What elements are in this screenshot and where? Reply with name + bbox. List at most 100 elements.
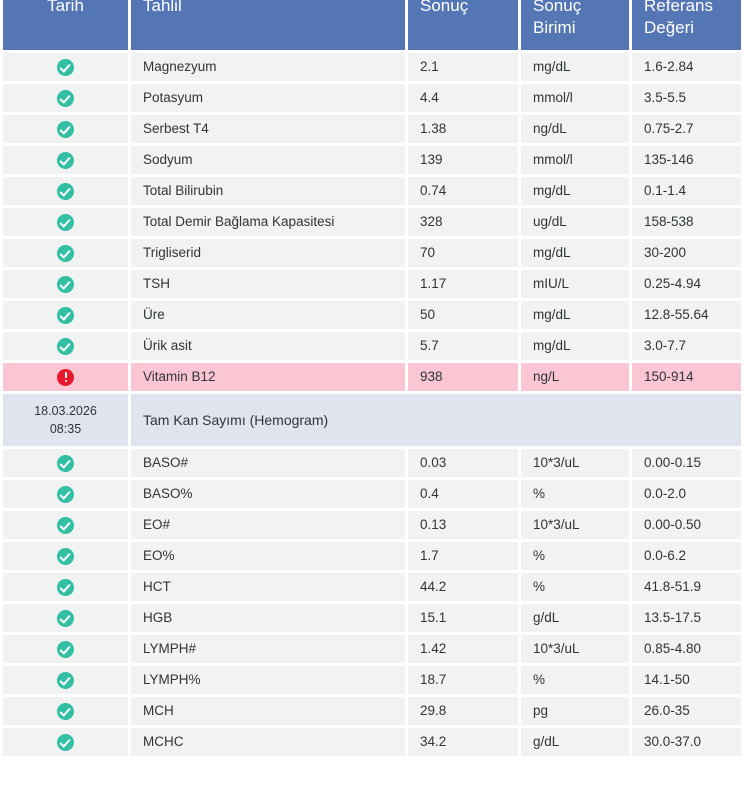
result-value-cell: 328 xyxy=(408,207,518,236)
reference-range-cell: 0.75-2.7 xyxy=(632,114,741,143)
test-name-cell: MCH xyxy=(131,696,405,725)
result-unit-cell: mg/dL xyxy=(521,238,629,267)
result-value-cell: 0.74 xyxy=(408,176,518,205)
test-name-cell: TSH xyxy=(131,269,405,298)
reference-range-cell: 135-146 xyxy=(632,145,741,174)
test-name-cell: MCHC xyxy=(131,727,405,756)
test-name-cell: Potasyum xyxy=(131,83,405,112)
test-name-cell: BASO% xyxy=(131,479,405,508)
result-value-cell: 15.1 xyxy=(408,603,518,632)
table-row[interactable]: Ürik asit 5.7 mg/dL 3.0-7.7 xyxy=(3,331,741,360)
table-section-row[interactable]: 18.03.2026 08:35 Tam Kan Sayımı (Hemogram) xyxy=(3,393,741,446)
test-name-cell: Total Demir Bağlama Kapasitesi xyxy=(131,207,405,236)
table-row[interactable]: Üre 50 mg/dL 12.8-55.64 xyxy=(3,300,741,329)
table-row[interactable]: BASO% 0.4% 0.0-2.0 xyxy=(3,479,741,508)
check-circle-icon xyxy=(57,516,74,534)
result-unit-cell: % xyxy=(521,541,629,570)
section-title: Tam Kan Sayımı (Hemogram) xyxy=(131,393,741,446)
result-unit-cell: mIU/L xyxy=(521,269,629,298)
reference-range-cell: 0.1-1.4 xyxy=(632,176,741,205)
result-unit-cell: g/dL xyxy=(521,727,629,756)
table-row[interactable]: MCH 29.8 pg 26.0-35 xyxy=(3,696,741,725)
result-value-cell: 34.2 xyxy=(408,727,518,756)
status-cell xyxy=(3,238,128,267)
reference-range-cell: 30.0-37.0 xyxy=(632,727,741,756)
check-circle-icon xyxy=(57,306,74,324)
column-header-sonuc-birimi[interactable]: Sonuç Birimi xyxy=(521,0,629,50)
reference-range-cell: 0.00-0.50 xyxy=(632,510,741,539)
table-row[interactable]: Potasyum 4.4 mmol/l 3.5-5.5 xyxy=(3,83,741,112)
table-row[interactable]: LYMPH# 1.42 10*3/uL 0.85-4.80 xyxy=(3,634,741,663)
status-cell xyxy=(3,114,128,143)
column-header-tarih[interactable]: Tarih xyxy=(3,0,128,50)
check-circle-icon xyxy=(57,244,74,262)
check-circle-icon xyxy=(57,640,74,658)
reference-range-cell: 3.0-7.7 xyxy=(632,331,741,360)
result-value-cell: 0.13 xyxy=(408,510,518,539)
check-circle-icon xyxy=(57,485,74,503)
status-cell xyxy=(3,727,128,756)
result-unit-cell: mg/dL xyxy=(521,52,629,81)
reference-range-cell: 0.25-4.94 xyxy=(632,269,741,298)
table-row[interactable]: HCT 44.2% 41.8-51.9 xyxy=(3,572,741,601)
reference-range-cell: 0.0-6.2 xyxy=(632,541,741,570)
status-cell xyxy=(3,362,128,391)
table-row[interactable]: LYMPH% 18.7% 14.1-50 xyxy=(3,665,741,694)
result-unit-cell: 10*3/uL xyxy=(521,510,629,539)
result-value-cell: 18.7 xyxy=(408,665,518,694)
table-row[interactable]: Sodyum 139 mmol/l 135-146 xyxy=(3,145,741,174)
section-date: 18.03.2026 xyxy=(34,403,97,418)
result-value-cell: 2.1 xyxy=(408,52,518,81)
status-cell xyxy=(3,696,128,725)
status-cell xyxy=(3,145,128,174)
check-circle-icon xyxy=(57,275,74,293)
result-unit-cell: 10*3/uL xyxy=(521,634,629,663)
check-circle-icon xyxy=(57,182,74,200)
test-name-cell: HCT xyxy=(131,572,405,601)
result-value-cell: 70 xyxy=(408,238,518,267)
test-name-cell: Üre xyxy=(131,300,405,329)
result-unit-cell: ug/dL xyxy=(521,207,629,236)
result-unit-cell: mg/dL xyxy=(521,176,629,205)
status-cell xyxy=(3,176,128,205)
test-name-cell: LYMPH% xyxy=(131,665,405,694)
table-row[interactable]: Serbest T4 1.38 ng/dL 0.75-2.7 xyxy=(3,114,741,143)
check-circle-icon xyxy=(57,609,74,627)
table-row[interactable]: EO# 0.13 10*3/uL 0.00-0.50 xyxy=(3,510,741,539)
check-circle-icon xyxy=(57,733,74,751)
table-row[interactable]: Trigliserid 70 mg/dL 30-200 xyxy=(3,238,741,267)
status-cell xyxy=(3,300,128,329)
test-name-cell: HGB xyxy=(131,603,405,632)
result-value-cell: 0.4 xyxy=(408,479,518,508)
column-header-tahlil[interactable]: Tahlil xyxy=(131,0,405,50)
status-cell xyxy=(3,83,128,112)
status-cell xyxy=(3,207,128,236)
reference-range-cell: 0.00-0.15 xyxy=(632,448,741,477)
table-row[interactable]: Total Demir Bağlama Kapasitesi 328 ug/dL 15… xyxy=(3,207,741,236)
result-unit-cell: mmol/l xyxy=(521,83,629,112)
table-row[interactable]: HGB 15.1 g/dL 13.5-17.5 xyxy=(3,603,741,632)
table-row[interactable]: Magnezyum 2.1 mg/dL 1.6-2.84 xyxy=(3,52,741,81)
alert-circle-icon xyxy=(57,368,74,386)
status-cell xyxy=(3,665,128,694)
table-row[interactable]: BASO# 0.03 10*3/uL 0.00-0.15 xyxy=(3,448,741,477)
result-value-cell: 50 xyxy=(408,300,518,329)
reference-range-cell: 26.0-35 xyxy=(632,696,741,725)
result-value-cell: 5.7 xyxy=(408,331,518,360)
test-name-cell: Vitamin B12 xyxy=(131,362,405,391)
result-unit-cell: ng/L xyxy=(521,362,629,391)
table-row[interactable]: MCHC 34.2 g/dL 30.0-37.0 xyxy=(3,727,741,756)
table-row[interactable]: TSH 1.17 mIU/L 0.25-4.94 xyxy=(3,269,741,298)
test-name-cell: Trigliserid xyxy=(131,238,405,267)
status-cell xyxy=(3,541,128,570)
table-row[interactable]: EO% 1.7% 0.0-6.2 xyxy=(3,541,741,570)
table-row[interactable]: Total Bilirubin 0.74 mg/dL 0.1-1.4 xyxy=(3,176,741,205)
column-header-referans-degeri[interactable]: Referans Değeri xyxy=(632,0,741,50)
result-value-cell: 1.38 xyxy=(408,114,518,143)
reference-range-cell: 0.0-2.0 xyxy=(632,479,741,508)
column-header-sonuc[interactable]: Sonuç xyxy=(408,0,518,50)
reference-range-cell: 41.8-51.9 xyxy=(632,572,741,601)
check-circle-icon xyxy=(57,120,74,138)
check-circle-icon xyxy=(57,58,74,76)
table-row[interactable]: Vitamin B12 938 ng/L 150-914 xyxy=(3,362,741,391)
